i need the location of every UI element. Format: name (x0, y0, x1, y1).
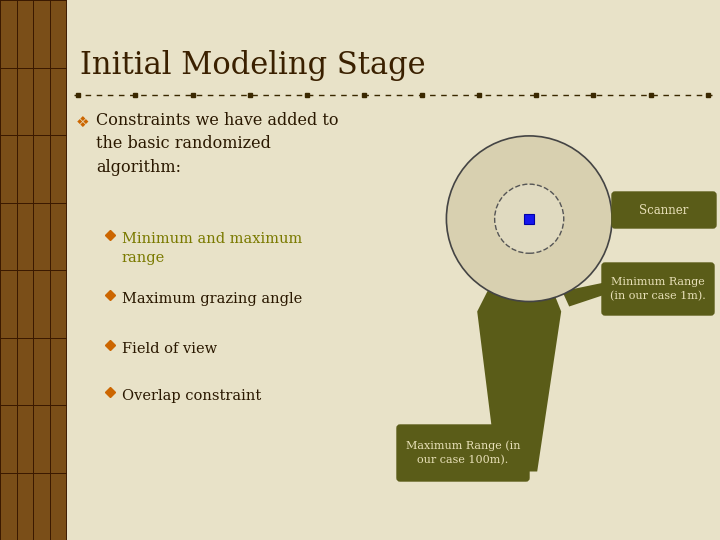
FancyBboxPatch shape (602, 263, 714, 315)
Polygon shape (477, 219, 561, 471)
Bar (524, 214, 534, 224)
Text: Initial Modeling Stage: Initial Modeling Stage (80, 50, 426, 81)
Text: Field of view: Field of view (122, 342, 217, 356)
Circle shape (446, 136, 612, 301)
Text: Constraints we have added to
the basic randomized
algorithm:: Constraints we have added to the basic r… (96, 112, 338, 176)
Bar (0, 0, 66, 540)
Text: Scanner: Scanner (639, 204, 689, 217)
Text: Maximum grazing angle: Maximum grazing angle (122, 292, 302, 306)
FancyBboxPatch shape (397, 425, 529, 481)
Text: Minimum and maximum
range: Minimum and maximum range (122, 232, 302, 265)
Text: Minimum Range
(in our case 1m).: Minimum Range (in our case 1m). (610, 277, 706, 301)
Text: Overlap constraint: Overlap constraint (122, 389, 261, 403)
FancyBboxPatch shape (612, 192, 716, 228)
Polygon shape (529, 219, 614, 307)
Circle shape (495, 184, 564, 253)
Text: Maximum Range (in
our case 100m).: Maximum Range (in our case 100m). (406, 441, 521, 465)
Text: ❖: ❖ (76, 115, 89, 130)
